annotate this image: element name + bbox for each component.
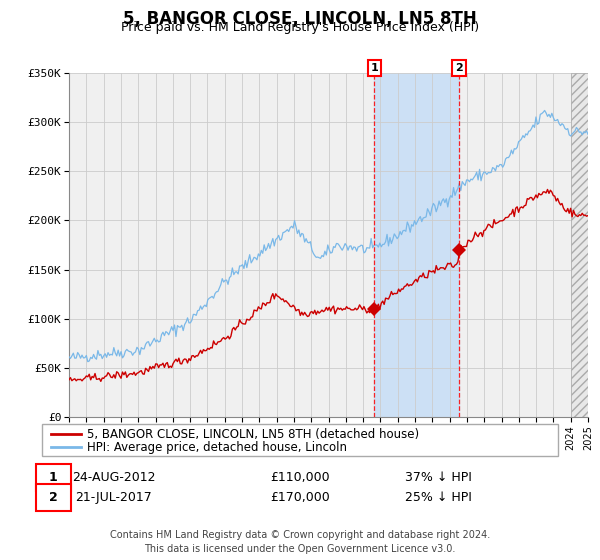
Bar	[571, 73, 588, 417]
Text: Price paid vs. HM Land Registry's House Price Index (HPI): Price paid vs. HM Land Registry's House …	[121, 21, 479, 34]
Text: 5, BANGOR CLOSE, LINCOLN, LN5 8TH: 5, BANGOR CLOSE, LINCOLN, LN5 8TH	[123, 10, 477, 28]
Text: Contains HM Land Registry data © Crown copyright and database right 2024.
This d: Contains HM Land Registry data © Crown c…	[110, 530, 490, 554]
Text: 5, BANGOR CLOSE, LINCOLN, LN5 8TH (detached house): 5, BANGOR CLOSE, LINCOLN, LN5 8TH (detac…	[87, 428, 419, 441]
Text: 37% ↓ HPI: 37% ↓ HPI	[404, 470, 472, 484]
Text: 24-AUG-2012: 24-AUG-2012	[72, 470, 156, 484]
Text: HPI: Average price, detached house, Lincoln: HPI: Average price, detached house, Linc…	[87, 441, 347, 454]
Text: 2: 2	[49, 491, 58, 504]
Text: £170,000: £170,000	[270, 491, 330, 504]
Text: 1: 1	[49, 470, 58, 484]
Text: 2: 2	[455, 63, 463, 73]
Text: £110,000: £110,000	[270, 470, 330, 484]
Text: 1: 1	[370, 63, 378, 73]
Text: 25% ↓ HPI: 25% ↓ HPI	[404, 491, 472, 504]
Text: 21-JUL-2017: 21-JUL-2017	[76, 491, 152, 504]
Bar	[374, 73, 459, 417]
